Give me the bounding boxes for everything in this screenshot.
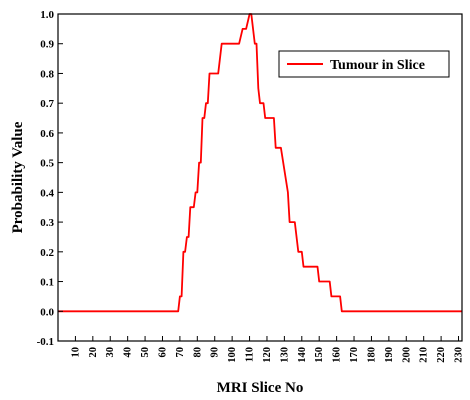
y-tick-label: 0.4 <box>40 187 54 199</box>
y-tick-label: 0.6 <box>40 128 54 140</box>
y-tick-label: 0.0 <box>40 306 54 318</box>
x-tick-label: 130 <box>279 347 290 363</box>
x-tick-label: 210 <box>419 347 430 363</box>
x-tick-label: 80 <box>192 347 203 358</box>
data-layer <box>58 13 462 313</box>
x-tick-label: 140 <box>297 347 308 363</box>
x-tick-label: 230 <box>454 347 465 363</box>
x-tick-label: 200 <box>401 347 412 363</box>
x-tick-label: 120 <box>262 347 273 363</box>
x-ticks: 10 20 30 40 50 60 70 80 90 100 110 120 130 140 150 160 1… <box>70 336 465 363</box>
x-tick-label: 60 <box>157 347 168 358</box>
y-tick-label: 0.1 <box>40 277 54 289</box>
y-tick-label: 1.0 <box>40 9 54 21</box>
x-tick-label: 90 <box>210 347 221 358</box>
x-tick-label: 110 <box>245 347 256 362</box>
x-tick-label: 160 <box>332 347 343 363</box>
x-tick-label: 150 <box>314 347 325 363</box>
x-axis-label: MRI Slice No <box>217 380 304 396</box>
legend: Tumour in Slice <box>278 50 450 78</box>
legend-label: Tumour in Slice <box>330 58 425 73</box>
y-ticks: -0.1 0.0 0.1 0.2 0.3 0.4 0.5 0.6 0.7 0.8 0.9 1.0 <box>37 9 63 348</box>
x-tick-label: 170 <box>349 347 360 363</box>
y-tick-label: 0.3 <box>40 217 54 229</box>
x-tick-label: 20 <box>88 347 99 358</box>
x-tick-label: 40 <box>123 347 134 358</box>
y-tick-label: 0.7 <box>40 98 54 110</box>
series-line-tumour-in-slice <box>58 13 462 313</box>
x-tick-label: 30 <box>105 347 116 358</box>
y-tick-label: 0.9 <box>40 39 54 51</box>
x-tick-label: 100 <box>227 347 238 363</box>
y-tick-label: 0.8 <box>40 68 54 80</box>
plot-frame <box>57 13 463 342</box>
y-axis-label: Probability Value <box>10 121 26 233</box>
x-tick-label: 190 <box>384 347 395 363</box>
y-tick-label: 0.2 <box>40 247 54 259</box>
x-tick-label: 220 <box>436 347 447 363</box>
x-tick-label: 50 <box>140 347 151 358</box>
x-tick-label: 70 <box>175 347 186 358</box>
y-tick-label: -0.1 <box>37 336 54 348</box>
y-tick-label: 0.5 <box>40 158 54 170</box>
x-tick-label: 10 <box>70 347 81 358</box>
x-tick-label: 180 <box>366 347 377 363</box>
